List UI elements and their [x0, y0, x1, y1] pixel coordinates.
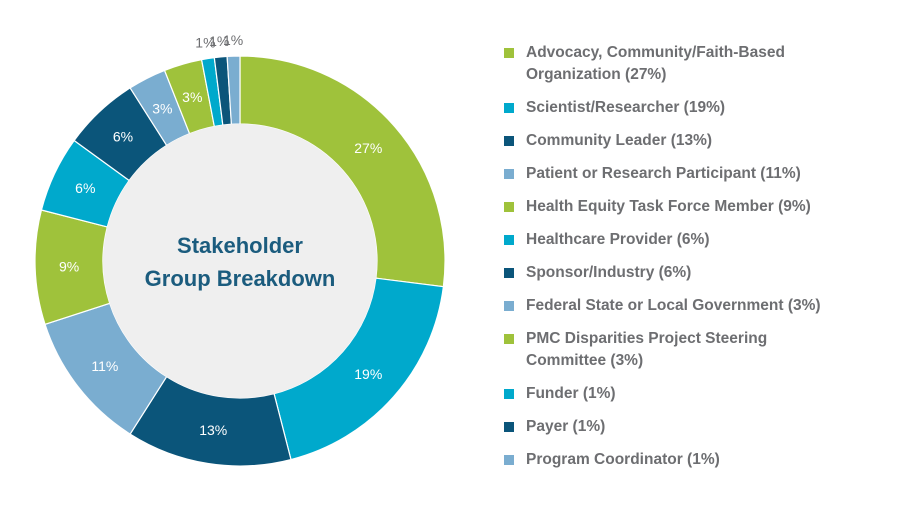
legend-label: Sponsor/Industry (6%) [526, 264, 692, 281]
legend-item: Sponsor/Industry (6%) [504, 262, 904, 284]
legend-label: Payer (1%) [526, 418, 606, 435]
legend-swatch [504, 48, 514, 58]
legend-swatch [504, 268, 514, 278]
legend-label: Scientist/Researcher (19%) [526, 99, 726, 116]
slice-value-label: 1% [223, 32, 243, 48]
slice-value-label: 6% [75, 180, 95, 196]
legend-label: Funder (1%) [526, 385, 616, 402]
legend-label: Health Equity Task Force Member (9%) [526, 198, 811, 215]
slice-value-label: 6% [113, 128, 133, 144]
legend-item: Health Equity Task Force Member (9%) [504, 196, 904, 218]
slice-value-label: 9% [59, 258, 79, 274]
donut-chart: 27% 19% 13% 11% 9% 6% 6% 3% 3% 1% 1% 1% Stakeholder G… [34, 32, 446, 467]
slice-value-label: 11% [91, 358, 118, 374]
legend-item: Scientist/Researcher (19%) [504, 97, 904, 119]
legend-swatch [504, 389, 514, 399]
legend-item: PMC Disparities Project Steering Committ… [504, 328, 904, 372]
legend-item: Patient or Research Participant (11%) [504, 163, 904, 185]
legend-swatch [504, 334, 514, 344]
legend-swatch [504, 455, 514, 465]
legend-label: PMC Disparities Project Steering Committ… [526, 330, 768, 369]
legend-swatch [504, 202, 514, 212]
legend-swatch [504, 169, 514, 179]
donut-center [103, 124, 377, 398]
legend-label: Advocacy, Community/Faith-Based Organiza… [526, 44, 785, 83]
legend-label: Community Leader (13%) [526, 132, 713, 149]
legend-swatch [504, 103, 514, 113]
legend-item: Federal State or Local Government (3%) [504, 295, 904, 317]
slice-value-label: 19% [354, 366, 382, 382]
legend-label: Federal State or Local Government (3%) [526, 297, 821, 314]
legend-swatch [504, 301, 514, 311]
legend-item: Advocacy, Community/Faith-Based Organiza… [504, 42, 904, 86]
legend-swatch [504, 422, 514, 432]
legend-swatch [504, 136, 514, 146]
slice-value-label: 3% [152, 101, 172, 117]
chart-legend: Advocacy, Community/Faith-Based Organiza… [504, 42, 904, 482]
slice-value-label: 13% [199, 422, 227, 438]
donut-slice-1 [239, 55, 446, 288]
chart-title-line: Group Breakdown [145, 266, 336, 291]
donut-chart-svg: 27%19%13%11%9%6%6%3%3%1%1%1%StakeholderG… [34, 32, 446, 467]
legend-swatch [504, 235, 514, 245]
slice-value-label: 1% [195, 35, 215, 51]
slice-value-label: 1% [209, 33, 229, 49]
chart-title-line: Stakeholder [177, 233, 303, 258]
legend-item: Payer (1%) [504, 416, 904, 438]
legend-item: Funder (1%) [504, 383, 904, 405]
legend-item: Program Coordinator (1%) [504, 449, 904, 471]
legend-label: Patient or Research Participant (11%) [526, 165, 801, 182]
legend-label: Program Coordinator (1%) [526, 451, 720, 468]
legend-item: Community Leader (13%) [504, 130, 904, 152]
slice-value-label: 27% [354, 140, 382, 156]
slice-value-label: 3% [182, 89, 202, 105]
legend-label: Healthcare Provider (6%) [526, 231, 710, 248]
legend-item: Healthcare Provider (6%) [504, 229, 904, 251]
